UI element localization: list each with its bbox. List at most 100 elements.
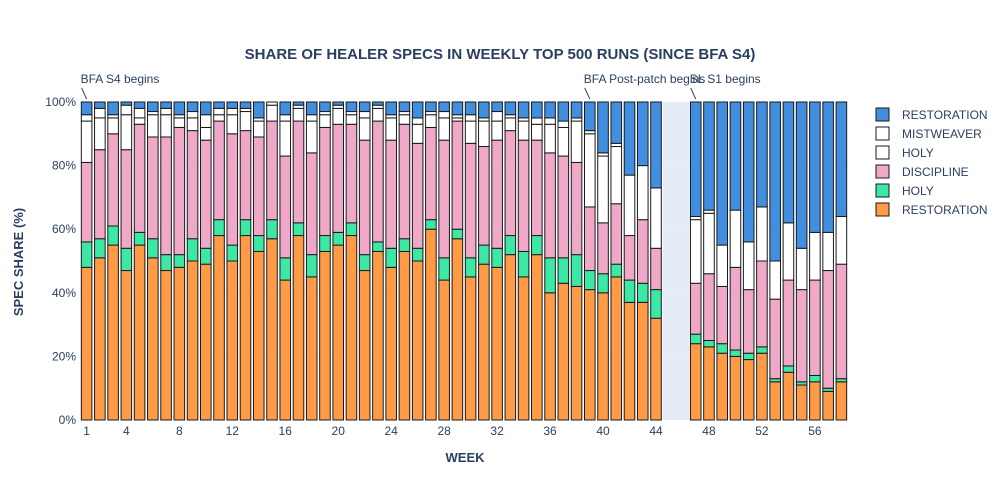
bar-segment — [504, 117, 517, 132]
bar-segment — [729, 266, 742, 351]
legend-label: RESTORATION — [902, 203, 988, 217]
bar-segment — [782, 222, 795, 281]
legend-label: HOLY — [902, 146, 934, 160]
x-tick-label: 12 — [226, 424, 240, 438]
legend-swatch — [875, 183, 890, 198]
bar-segment — [226, 244, 239, 262]
bar-segment — [544, 152, 556, 259]
bar-segment — [689, 101, 702, 217]
legend-label: MISTWEAVER — [902, 127, 982, 141]
bar-segment — [398, 238, 411, 252]
bar-segment — [782, 279, 795, 367]
bar-segment — [160, 254, 172, 272]
bar-segment — [332, 123, 345, 233]
bar-segment — [80, 120, 93, 163]
bar-segment — [716, 352, 729, 421]
bar-segment — [213, 107, 225, 116]
bar-segment — [226, 133, 239, 246]
bar-segment — [213, 219, 225, 237]
bar-segment — [742, 241, 755, 291]
bar-segment — [835, 381, 848, 421]
bar-segment — [835, 263, 848, 380]
bar-segment — [147, 257, 159, 421]
bar-segment — [385, 139, 397, 249]
bar-segment — [266, 101, 278, 106]
bar-segment — [531, 235, 543, 256]
annotation-arrow — [584, 87, 591, 100]
x-tick-label: 1 — [83, 424, 90, 438]
bar-segment — [345, 101, 358, 113]
bar-segment — [160, 107, 172, 116]
bar-segment — [279, 120, 292, 157]
bar-segment — [742, 101, 755, 243]
bar-segment — [451, 101, 464, 116]
bar-segment — [610, 276, 623, 421]
bar-segment — [186, 260, 199, 421]
legend-swatch — [875, 126, 890, 141]
y-tick-label: 40% — [52, 286, 76, 300]
annotation-label: SL S1 begins — [690, 72, 761, 86]
bar-segment — [464, 101, 477, 116]
bar-segment — [491, 139, 503, 249]
bar-segment — [358, 111, 371, 119]
bar-segment — [199, 263, 212, 421]
bar-segment — [742, 359, 755, 421]
bar-segment — [650, 317, 662, 421]
bar-segment — [173, 126, 186, 256]
bar-segment — [411, 247, 424, 262]
bar-segment — [451, 228, 464, 240]
y-tick-label: 80% — [52, 159, 76, 173]
bar-segment — [425, 228, 437, 421]
bar-segment — [504, 235, 517, 256]
x-tick-label: 40 — [596, 424, 610, 438]
bar-segment — [729, 355, 742, 421]
bar-segment — [636, 165, 649, 221]
bar-segment — [583, 133, 596, 208]
x-tick-label: 4 — [123, 424, 130, 438]
bar-segment — [769, 298, 781, 380]
y-tick-label: 0% — [59, 413, 77, 427]
bar-segment — [478, 120, 490, 148]
bar-segment — [597, 273, 609, 294]
bar-segment — [411, 117, 424, 125]
bar-segment — [835, 215, 848, 265]
bar-segment — [478, 244, 490, 265]
bar-segment — [557, 101, 570, 122]
x-axis-title: WEEK — [446, 450, 486, 465]
bar-segment — [279, 279, 292, 421]
bar-segment — [186, 238, 199, 262]
bar-segment — [252, 101, 265, 119]
bar-segment — [398, 101, 411, 113]
bar-segment — [305, 120, 318, 154]
bar-segment — [478, 146, 490, 246]
bar-segment — [226, 101, 239, 109]
bar-segment — [583, 101, 596, 132]
bar-segment — [292, 120, 305, 224]
bar-segment — [147, 136, 159, 240]
bar-segment — [133, 244, 146, 421]
bar-segment — [769, 101, 781, 262]
bar-segment — [213, 120, 225, 221]
bar-segment — [438, 139, 450, 259]
x-tick-label: 8 — [176, 424, 183, 438]
bar-segment — [319, 235, 331, 252]
bar-segment — [464, 142, 477, 259]
bar-segment — [358, 254, 371, 272]
bar-segment — [80, 101, 93, 116]
bar-segment — [570, 101, 583, 119]
bar-segment — [583, 270, 596, 291]
bar-segment — [226, 114, 239, 135]
bar-segment — [703, 340, 715, 348]
bar-segment — [186, 130, 199, 240]
x-tick-label: 20 — [332, 424, 346, 438]
bar-segment — [120, 270, 133, 421]
bar-segment — [544, 101, 556, 119]
bar-segment — [557, 126, 570, 157]
bar-segment — [345, 235, 358, 421]
bar-segment — [597, 155, 609, 224]
bar-segment — [107, 225, 119, 246]
bar-segment — [517, 250, 530, 278]
bar-segment — [438, 257, 450, 281]
x-tick-label: 36 — [543, 424, 557, 438]
